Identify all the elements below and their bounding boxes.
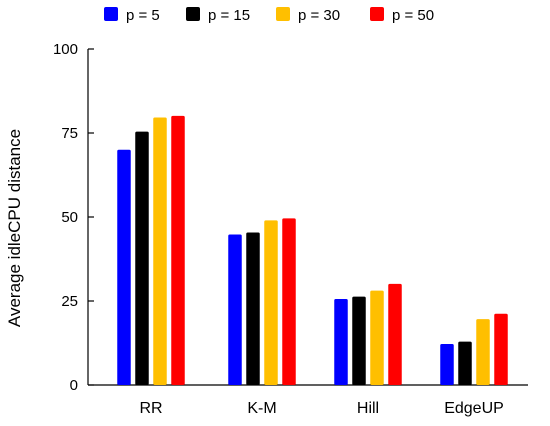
bar-rr-series-3 — [153, 117, 167, 385]
bar-edgeup-series-2 — [458, 341, 472, 385]
y-tick-label: 100 — [53, 41, 78, 58]
legend-label: p = 30 — [298, 7, 340, 24]
legend-label: p = 15 — [208, 7, 250, 24]
legend-label: p = 50 — [392, 7, 434, 24]
bar-rr-series-4 — [171, 115, 185, 386]
legend-swatch — [104, 7, 118, 21]
bar-edgeup-series-3 — [476, 319, 490, 385]
y-tick-label: 25 — [61, 293, 78, 310]
bar-rr-series-1 — [117, 149, 131, 385]
y-axis-label: Average idleCPU distance — [5, 129, 24, 327]
x-tick-label: EdgeUP — [444, 400, 504, 417]
legend: p = 5 p = 15 p = 30 p = 50 — [104, 7, 434, 24]
y-tick-label: 75 — [61, 125, 78, 142]
x-tick-label: Hill — [357, 400, 379, 417]
x-tick-labels: RR K-M Hill EdgeUP — [139, 400, 503, 417]
bar-hill-series-4 — [388, 283, 402, 385]
bar-hill-series-3 — [370, 290, 384, 385]
x-tick-label: RR — [139, 400, 162, 417]
bars — [117, 115, 508, 386]
legend-swatch — [370, 7, 384, 21]
legend-label: p = 5 — [126, 7, 160, 24]
bar-rr-series-2 — [135, 131, 149, 385]
bar-k-m-series-1 — [228, 234, 242, 385]
bar-k-m-series-4 — [282, 218, 296, 385]
bar-hill-series-2 — [352, 296, 366, 385]
y-tick-label: 50 — [61, 209, 78, 226]
bar-edgeup-series-1 — [440, 344, 454, 385]
bar-hill-series-1 — [334, 298, 348, 385]
bar-edgeup-series-4 — [494, 313, 508, 385]
bar-k-m-series-2 — [246, 232, 260, 385]
x-tick-label: K-M — [247, 400, 276, 417]
legend-swatch — [276, 7, 290, 21]
legend-swatch — [186, 7, 200, 21]
y-tick-labels: 0 25 50 75 100 — [53, 41, 78, 394]
y-tick-label: 0 — [70, 377, 78, 394]
bar-k-m-series-3 — [264, 220, 278, 385]
